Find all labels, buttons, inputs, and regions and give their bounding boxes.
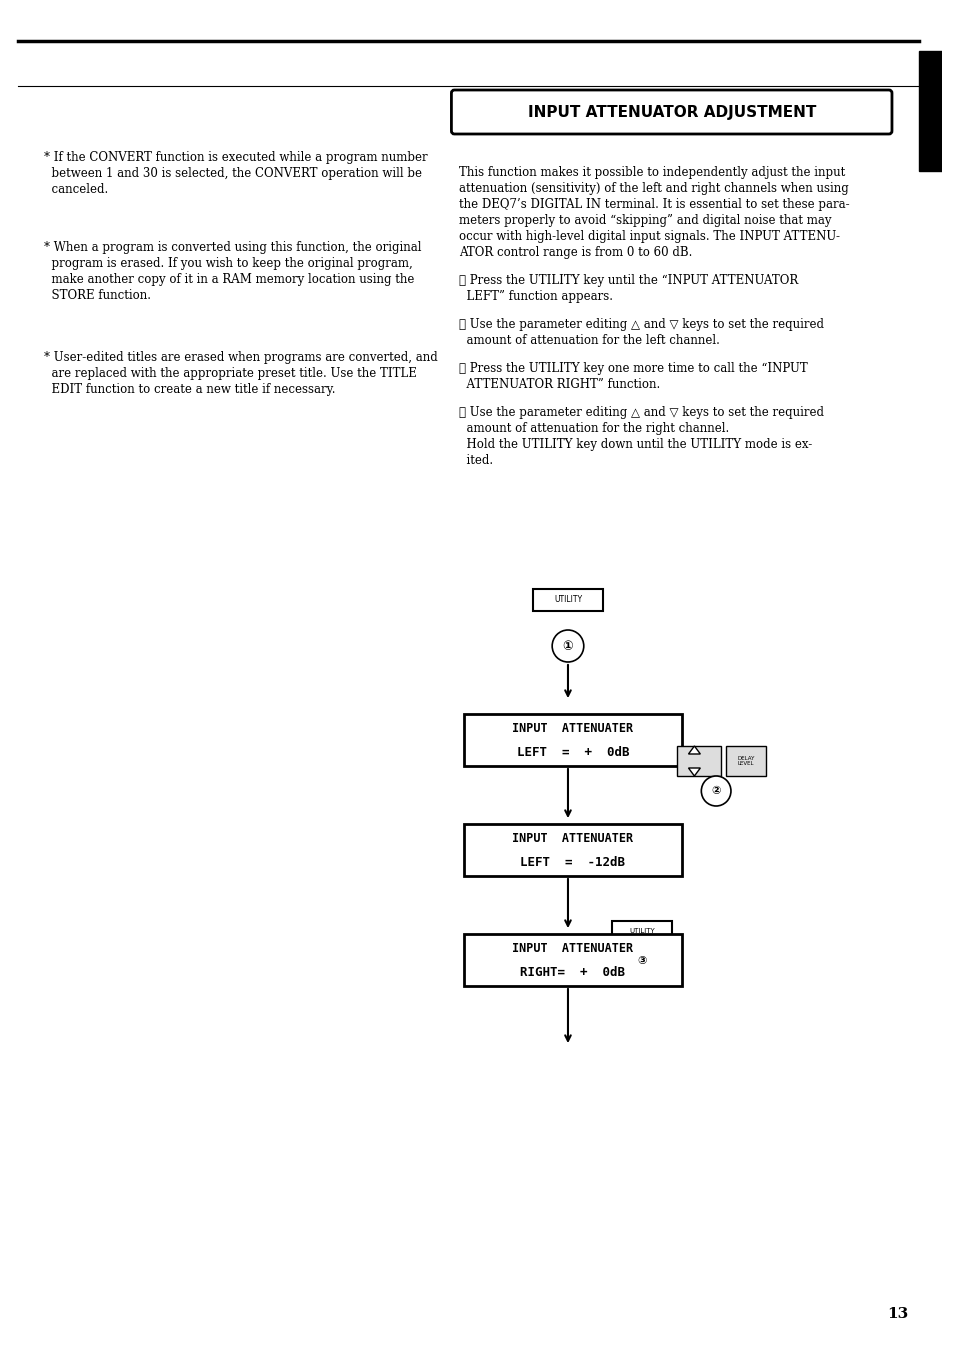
Text: STORE function.: STORE function. bbox=[45, 289, 152, 303]
Text: * If the CONVERT function is executed while a program number: * If the CONVERT function is executed wh… bbox=[45, 151, 428, 163]
Text: INPUT  ATTENUATER: INPUT ATTENUATER bbox=[512, 942, 633, 955]
Text: LEFT  =  -12dB: LEFT = -12dB bbox=[520, 855, 625, 869]
Circle shape bbox=[552, 630, 583, 662]
Text: ③ Press the UTILITY key one more time to call the “INPUT: ③ Press the UTILITY key one more time to… bbox=[458, 362, 807, 376]
Text: ATOR control range is from 0 to 60 dB.: ATOR control range is from 0 to 60 dB. bbox=[458, 246, 692, 259]
FancyBboxPatch shape bbox=[451, 91, 891, 134]
Text: ②: ② bbox=[711, 786, 720, 796]
Text: LEFT  =  +  0dB: LEFT = + 0dB bbox=[517, 746, 629, 758]
Text: * When a program is converted using this function, the original: * When a program is converted using this… bbox=[45, 240, 421, 254]
Text: canceled.: canceled. bbox=[45, 182, 109, 196]
Circle shape bbox=[700, 775, 730, 807]
Text: ①: ① bbox=[562, 639, 573, 653]
Text: LEFT” function appears.: LEFT” function appears. bbox=[458, 290, 613, 303]
Text: EDIT function to create a new title if necessary.: EDIT function to create a new title if n… bbox=[45, 382, 335, 396]
Bar bbox=[533, 589, 602, 611]
Text: 13: 13 bbox=[886, 1306, 908, 1321]
Polygon shape bbox=[688, 746, 700, 754]
Bar bbox=[725, 746, 764, 775]
Text: RIGHT=  +  0dB: RIGHT= + 0dB bbox=[520, 966, 625, 978]
Text: Hold the UTILITY key down until the UTILITY mode is ex-: Hold the UTILITY key down until the UTIL… bbox=[458, 438, 812, 451]
Text: ATTENUATOR RIGHT” function.: ATTENUATOR RIGHT” function. bbox=[458, 378, 659, 390]
Bar bbox=[464, 713, 680, 766]
Polygon shape bbox=[688, 767, 700, 775]
Text: ③: ③ bbox=[637, 957, 646, 966]
Text: are replaced with the appropriate preset title. Use the TITLE: are replaced with the appropriate preset… bbox=[45, 367, 416, 380]
Text: UTILITY: UTILITY bbox=[554, 596, 581, 604]
Bar bbox=[676, 746, 720, 775]
Text: * User-edited titles are erased when programs are converted, and: * User-edited titles are erased when pro… bbox=[45, 351, 437, 363]
Text: UTILITY: UTILITY bbox=[629, 928, 655, 934]
Text: ited.: ited. bbox=[458, 454, 493, 467]
Text: amount of attenuation for the left channel.: amount of attenuation for the left chann… bbox=[458, 334, 720, 347]
Bar bbox=[464, 824, 680, 875]
Text: attenuation (sensitivity) of the left and right channels when using: attenuation (sensitivity) of the left an… bbox=[458, 182, 848, 195]
Text: occur with high-level digital input signals. The INPUT ATTENU-: occur with high-level digital input sign… bbox=[458, 230, 840, 243]
Text: the DEQ7’s DIGITAL IN terminal. It is essential to set these para-: the DEQ7’s DIGITAL IN terminal. It is es… bbox=[458, 199, 849, 211]
Text: program is erased. If you wish to keep the original program,: program is erased. If you wish to keep t… bbox=[45, 257, 413, 270]
Text: make another copy of it in a RAM memory location using the: make another copy of it in a RAM memory … bbox=[45, 273, 415, 286]
Text: INPUT ATTENUATOR ADJUSTMENT: INPUT ATTENUATOR ADJUSTMENT bbox=[527, 104, 815, 119]
Circle shape bbox=[628, 947, 656, 975]
Text: between 1 and 30 is selected, the CONVERT operation will be: between 1 and 30 is selected, the CONVER… bbox=[45, 168, 422, 180]
Bar bbox=[612, 921, 671, 942]
Text: ④ Use the parameter editing △ and ▽ keys to set the required: ④ Use the parameter editing △ and ▽ keys… bbox=[458, 407, 823, 419]
Text: INPUT  ATTENUATER: INPUT ATTENUATER bbox=[512, 721, 633, 735]
Text: This function makes it possible to independently adjust the input: This function makes it possible to indep… bbox=[458, 166, 844, 178]
Text: ② Use the parameter editing △ and ▽ keys to set the required: ② Use the parameter editing △ and ▽ keys… bbox=[458, 317, 823, 331]
Text: meters properly to avoid “skipping” and digital noise that may: meters properly to avoid “skipping” and … bbox=[458, 213, 831, 227]
Bar bbox=[464, 934, 680, 986]
Text: ① Press the UTILITY key until the “INPUT ATTENUATOR: ① Press the UTILITY key until the “INPUT… bbox=[458, 274, 798, 286]
Text: DELAY
LEVEL: DELAY LEVEL bbox=[737, 755, 754, 766]
Bar bbox=[918, 51, 942, 172]
Text: INPUT  ATTENUATER: INPUT ATTENUATER bbox=[512, 831, 633, 844]
Text: amount of attenuation for the right channel.: amount of attenuation for the right chan… bbox=[458, 422, 729, 435]
